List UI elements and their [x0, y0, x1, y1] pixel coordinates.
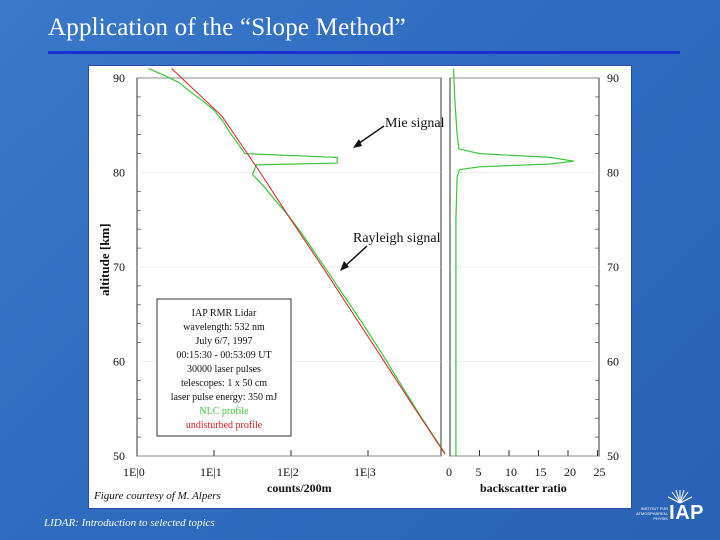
- info-box: [156, 298, 292, 437]
- info-box-line: telescopes: 1 x 50 cm: [181, 378, 267, 389]
- logo-line: ATMOSPHÄREN-: [636, 511, 668, 516]
- logo-line: PHYSIK: [653, 516, 668, 521]
- mie-arrow-head: [353, 139, 362, 148]
- footer-text: LIDAR: Introduction to selected topics: [44, 517, 215, 529]
- right-y-tick-label: 90: [607, 71, 619, 85]
- right-x-tick-label: 5: [476, 465, 482, 479]
- rayleigh-arrow-head: [340, 261, 349, 271]
- rayleigh-signal-label: Rayleigh signal: [353, 231, 441, 246]
- left-x-tick-label: 1E|3: [354, 465, 376, 479]
- right-x-tick-label: 15: [535, 465, 547, 479]
- info-box-line: 30000 laser pulses: [187, 364, 261, 375]
- backscatter-ratio-line: [452, 68, 574, 456]
- logo-mark: IAP: [669, 502, 704, 524]
- left-x-tick-label: 1E|1: [200, 465, 222, 479]
- rayleigh-arrow-line: [342, 245, 368, 269]
- right-y-tick-label: 80: [607, 166, 619, 180]
- info-box-line: wavelength: 532 nm: [183, 322, 265, 333]
- info-box-line: 00:15:30 - 00:53:09 UT: [176, 350, 271, 361]
- right-x-tick-label: 10: [505, 465, 517, 479]
- right-x-tick-label: 20: [564, 465, 576, 479]
- info-box-line: NLC profile: [199, 406, 249, 417]
- left-x-tick-label: 1E|0: [123, 465, 145, 479]
- right-y-tick-label: 60: [607, 355, 619, 369]
- left-y-tick-label: 70: [113, 260, 125, 274]
- left-y-tick-label: 80: [113, 166, 125, 180]
- figure-caption: Figure courtesy of M. Alpers: [94, 490, 221, 502]
- mie-signal-label: Mie signal: [385, 116, 445, 131]
- left-y-tick-label: 60: [113, 355, 125, 369]
- info-box-line: undisturbed profile: [186, 420, 263, 431]
- lidar-chart: 90 90 80 80 70 70 60 60 50 50 1E|0 1E|1 1E|2 1E|3 0 5 10…: [97, 68, 619, 495]
- y-axis-title: altitude [km]: [97, 223, 112, 296]
- right-y-tick-label: 50: [607, 449, 619, 463]
- sun-icon: [667, 489, 693, 504]
- nlc-profile-line: [148, 68, 446, 454]
- lidar-figure: 90 90 80 80 70 70 60 60 50 50 1E|0 1E|1 1E|2 1E|3 0 5 10…: [88, 65, 632, 509]
- right-x-tick-label: 0: [446, 465, 452, 479]
- iap-logo: INSTITUT FÜR ATMOSPHÄREN- PHYSIK IAP: [624, 488, 708, 532]
- logo-line: INSTITUT FÜR: [640, 506, 668, 511]
- title-rule: [48, 51, 680, 54]
- info-box-line: laser pulse energy: 350 mJ: [171, 392, 278, 403]
- undisturbed-profile-line: [171, 68, 446, 455]
- right-x-tick-label: 25: [594, 465, 606, 479]
- left-x-axis-title: counts/200m: [267, 481, 332, 495]
- left-y-tick-label: 50: [113, 449, 125, 463]
- info-box-line: IAP RMR Lidar: [192, 308, 257, 319]
- left-x-tick-label: 1E|2: [277, 465, 299, 479]
- right-y-tick-label: 70: [607, 260, 619, 274]
- slide-title: Application of the “Slope Method”: [48, 14, 406, 41]
- logo-small-text: INSTITUT FÜR ATMOSPHÄREN- PHYSIK: [628, 506, 668, 521]
- info-box-line: July 6/7, 1997: [196, 336, 253, 347]
- right-x-axis-title: backscatter ratio: [480, 481, 567, 495]
- left-y-tick-label: 90: [113, 71, 125, 85]
